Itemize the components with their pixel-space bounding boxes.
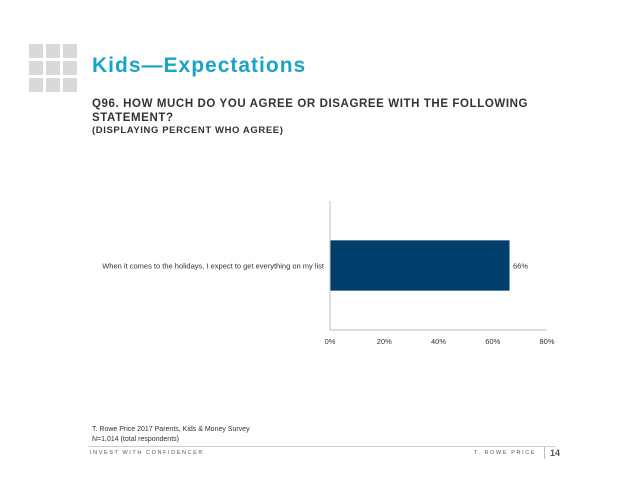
- x-tick-label: 60%: [485, 337, 500, 346]
- question-text: Q96. HOW MUCH DO YOU AGREE OR DISAGREE W…: [92, 98, 529, 124]
- x-tick-label: 80%: [539, 337, 554, 346]
- footnote-source: T. Rowe Price 2017 Parents, Kids & Money…: [92, 426, 250, 433]
- footnote: T. Rowe Price 2017 Parents, Kids & Money…: [92, 425, 250, 445]
- page-number: 14: [550, 448, 561, 458]
- footer-separator: [544, 447, 545, 459]
- x-tick-label: 20%: [377, 337, 392, 346]
- logo-grid: [29, 44, 77, 92]
- bar: [330, 240, 510, 291]
- category-label: When it comes to the holidays, I expect …: [102, 262, 325, 271]
- footer-brand: T. ROWE PRICE: [474, 450, 537, 456]
- data-label: 66%: [513, 262, 528, 271]
- subquestion-text: (DISPLAYING PERCENT WHO AGREE): [92, 125, 284, 136]
- page-title: Kids—Expectations: [92, 54, 307, 77]
- footnote-sample: N=1,014 (total respondents): [92, 436, 179, 443]
- footer-tagline: INVEST WITH CONFIDENCE®: [90, 450, 205, 456]
- x-tick-label: 40%: [431, 337, 446, 346]
- footer-divider: [88, 446, 556, 447]
- x-tick-label: 0%: [325, 337, 336, 346]
